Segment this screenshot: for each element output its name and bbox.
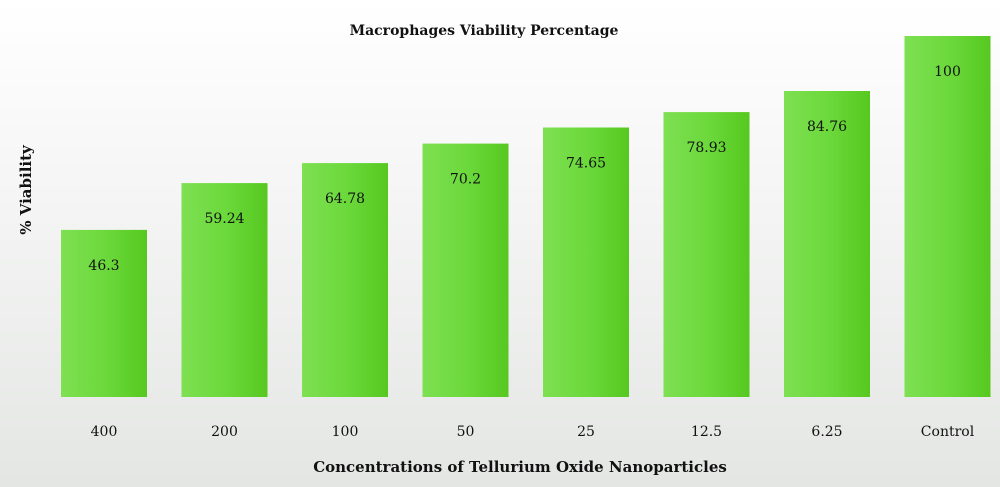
data-label: 78.93	[686, 140, 726, 156]
bar-25	[543, 127, 629, 397]
bar-50	[422, 143, 509, 397]
bar-12-5	[663, 112, 750, 397]
bar-control	[904, 36, 991, 397]
bar-400	[61, 229, 147, 397]
x-tick-label: 12.5	[691, 424, 722, 440]
bar-100	[302, 163, 388, 397]
bar-series: 46.3 400 59.24 200 64.78 100 70.2 50 74.65 25 78.9…	[61, 36, 991, 440]
chart-title: Macrophages Viability Percentage	[350, 23, 619, 39]
bar-6-25	[784, 91, 870, 397]
data-label: 46.3	[88, 258, 119, 274]
data-label: 64.78	[325, 191, 365, 207]
x-tick-label: 50	[457, 424, 475, 440]
data-label: 84.76	[807, 119, 847, 135]
x-tick-label: 6.25	[811, 424, 842, 440]
y-axis-label: % Viability	[17, 144, 35, 235]
data-label: 100	[934, 64, 961, 80]
data-label: 59.24	[204, 211, 244, 227]
x-axis-label: Concentrations of Tellurium Oxide Nanopa…	[313, 458, 727, 476]
data-label: 74.65	[566, 156, 606, 172]
x-tick-label: 200	[211, 424, 238, 440]
x-tick-label: 100	[332, 424, 359, 440]
x-tick-label: Control	[921, 424, 975, 440]
bar-200	[181, 183, 268, 397]
data-label: 70.2	[450, 172, 481, 188]
x-tick-label: 400	[91, 424, 118, 440]
x-tick-label: 25	[577, 424, 595, 440]
